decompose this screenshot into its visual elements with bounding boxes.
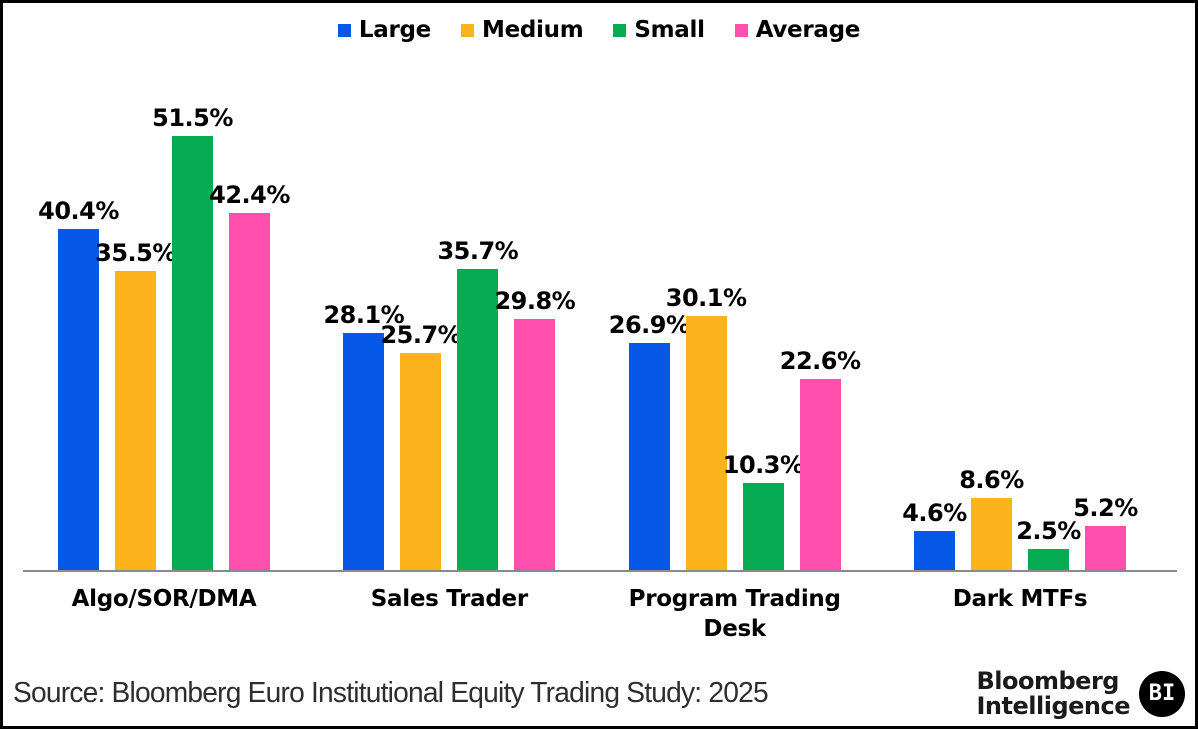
bar-rect: [970, 498, 1012, 570]
legend-item-large: Large: [337, 17, 431, 43]
bar-value-label: 35.5%: [95, 239, 176, 267]
bar-value-label: 42.4%: [209, 181, 290, 209]
bar-value-label: 10.3%: [722, 451, 804, 479]
logo-line1: Bloomberg: [976, 667, 1120, 696]
bar-rect: [742, 483, 784, 570]
bar-medium: 8.6%: [959, 466, 1024, 570]
bar-value-label: 8.6%: [959, 466, 1024, 494]
x-axis-label: Dark MTFs: [914, 585, 1126, 645]
source-attribution: Source: Bloomberg Euro Institutional Equ…: [13, 677, 769, 710]
bar-rect: [115, 271, 156, 570]
bar-group: 28.1% 25.7% 35.7% 29.8%: [323, 237, 576, 570]
bar-medium: 35.5%: [95, 239, 176, 570]
bar-value-label: 30.1%: [665, 284, 747, 312]
bar-value-label: 51.5%: [152, 104, 233, 132]
bar-value-label: 28.1%: [323, 301, 405, 329]
legend-item-small: Small: [613, 17, 705, 43]
bar-large: 4.6%: [902, 499, 967, 570]
legend-label: Medium: [481, 17, 584, 43]
legend-label: Small: [634, 17, 705, 43]
bar-small: 35.7%: [437, 237, 519, 570]
footer: Source: Bloomberg Euro Institutional Equ…: [13, 669, 1185, 718]
bar-rect: [343, 333, 385, 570]
legend-item-medium: Medium: [460, 17, 584, 43]
bar-average: 5.2%: [1073, 494, 1138, 570]
bar-value-label: 29.8%: [494, 287, 576, 315]
legend-item-average: Average: [734, 17, 861, 43]
bar-value-label: 22.6%: [779, 347, 861, 375]
bar-value-label: 2.5%: [1016, 517, 1081, 545]
legend-label: Average: [755, 17, 861, 43]
bar-small: 2.5%: [1016, 517, 1081, 570]
bar-small: 51.5%: [152, 104, 233, 570]
bar-rect: [685, 316, 727, 570]
bar-average: 29.8%: [494, 287, 576, 570]
bar-medium: 25.7%: [380, 321, 462, 570]
x-axis-label: Sales Trader: [343, 585, 555, 645]
legend-swatch-icon: [613, 23, 627, 37]
bar-rect: [172, 136, 213, 570]
bar-average: 42.4%: [209, 181, 290, 570]
bar-rect: [58, 229, 99, 570]
x-axis-label: Program Trading Desk: [629, 585, 841, 645]
legend-label: Large: [358, 17, 431, 43]
bar-small: 10.3%: [723, 451, 804, 570]
x-axis-line: [23, 570, 1177, 572]
bar-plot: 40.4% 35.5% 51.5% 42.4% 28.1% 25.7% 35.7% 29.8%…: [38, 3, 1138, 570]
bar-value-label: 4.6%: [902, 499, 967, 527]
x-axis-label-text: Program Trading Desk: [628, 586, 841, 642]
x-axis-labels: Algo/SOR/DMA Sales Trader Program Trading …: [58, 585, 1126, 645]
logo-line2: Intelligence: [976, 691, 1131, 720]
bar-medium: 30.1%: [666, 284, 747, 570]
bar-value-label: 26.9%: [608, 311, 690, 339]
bar-group: 40.4% 35.5% 51.5% 42.4%: [38, 104, 290, 570]
bar-rect: [457, 269, 499, 570]
bar-rect: [400, 353, 442, 570]
legend-swatch-icon: [734, 23, 748, 37]
bar-value-label: 40.4%: [38, 197, 119, 225]
bar-rect: [514, 319, 556, 570]
bar-rect: [913, 531, 955, 570]
x-axis-label-text: Dark MTFs: [952, 586, 1088, 612]
bloomberg-intelligence-logo: Bloomberg Intelligence: [977, 669, 1131, 718]
bar-rect: [1027, 549, 1069, 570]
x-axis-label: Algo/SOR/DMA: [58, 585, 270, 645]
bar-value-label: 25.7%: [380, 321, 462, 349]
x-axis-label-text: Algo/SOR/DMA: [71, 586, 257, 612]
bar-large: 28.1%: [323, 301, 405, 570]
bar-group: 4.6% 8.6% 2.5% 5.2%: [902, 466, 1138, 570]
legend-swatch-icon: [460, 23, 474, 37]
bi-badge-icon: BI: [1139, 670, 1185, 717]
bar-average: 22.6%: [780, 347, 861, 570]
bar-rect: [799, 379, 841, 570]
bar-rect: [1084, 526, 1126, 570]
legend-swatch-icon: [337, 23, 351, 37]
bar-group: 26.9% 30.1% 10.3% 22.6%: [609, 284, 861, 570]
bar-large: 40.4%: [38, 197, 119, 570]
x-axis-label-text: Sales Trader: [370, 586, 528, 612]
bar-rect: [229, 213, 270, 570]
bar-large: 26.9%: [609, 311, 690, 570]
bar-rect: [628, 343, 670, 570]
chart-legend: Large Medium Small Average: [3, 17, 1195, 43]
bar-value-label: 5.2%: [1073, 494, 1138, 522]
bar-value-label: 35.7%: [437, 237, 519, 265]
